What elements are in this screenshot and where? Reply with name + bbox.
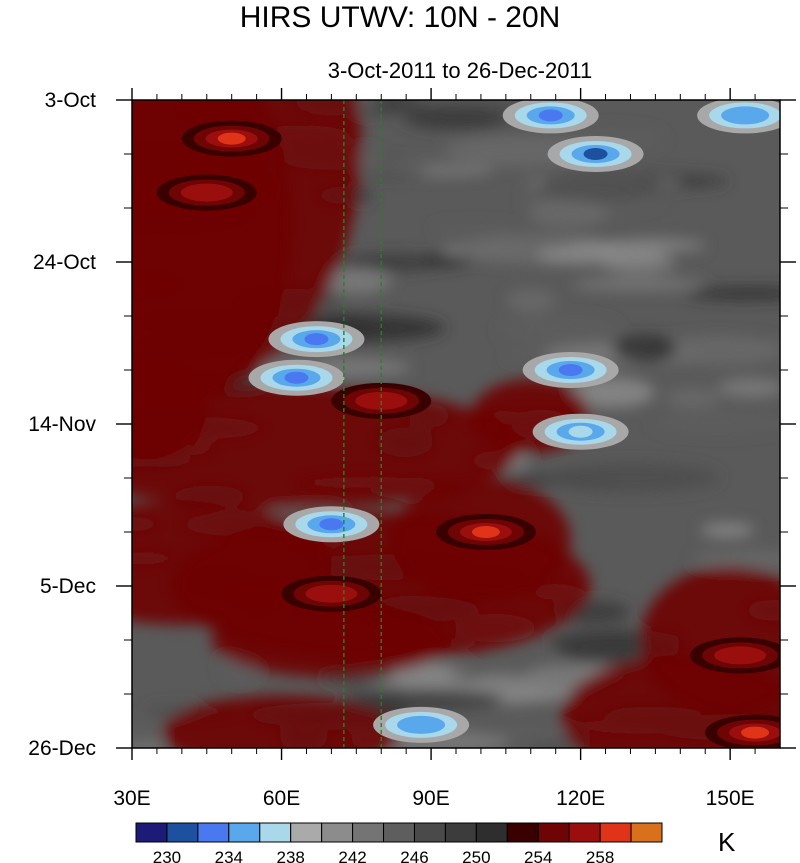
feature-core [217, 132, 246, 145]
field-band [132, 722, 163, 747]
feature-core [367, 394, 396, 407]
feature-core [317, 587, 346, 600]
field-band [651, 413, 780, 434]
field-band [343, 689, 505, 709]
field-band [403, 107, 506, 130]
colorbar-label: 238 [277, 848, 305, 863]
field-band [498, 316, 619, 344]
field-band [528, 199, 610, 228]
y-tick-label: 5-Dec [40, 575, 96, 598]
field-band [539, 171, 663, 203]
x-tick-label: 90E [412, 787, 449, 810]
field-band [650, 335, 780, 365]
colorbar-cell [228, 822, 261, 843]
colorbar-cell [383, 822, 415, 843]
feature-core [558, 364, 583, 376]
field-band [543, 462, 720, 493]
y-tick-label: 14-Nov [28, 413, 96, 436]
field-band-warm [132, 385, 521, 509]
field-band [420, 254, 470, 268]
field-band [700, 522, 755, 538]
field-band [718, 378, 780, 398]
feature-core [471, 526, 500, 538]
colorbar-label: 258 [586, 848, 614, 863]
feature-core [583, 148, 608, 160]
field-band [474, 672, 527, 687]
chart-subtitle: 3-Oct-2011 to 26-Dec-2011 [327, 58, 593, 83]
field-band [535, 246, 665, 265]
colorbar-label: 250 [462, 848, 490, 863]
colorbar-cell [506, 822, 539, 843]
colorbar-label: 254 [524, 848, 552, 863]
feature-core [568, 425, 593, 438]
colorbar-cell [413, 822, 446, 843]
x-tick-label: 150E [706, 787, 755, 810]
contour-field [132, 100, 780, 748]
feature-core [409, 718, 434, 731]
field-band-warm [211, 602, 452, 678]
colorbar-label: 230 [153, 848, 181, 863]
chart-title: HIRS UTWV: 10N - 20N [239, 1, 561, 34]
colorbar-cell [475, 822, 508, 843]
field-band [498, 726, 573, 742]
field-band [319, 267, 392, 294]
colorbar-cell [352, 822, 385, 843]
y-tick-label: 24-Oct [33, 251, 96, 274]
colorbar-cell [444, 822, 477, 843]
colorbar-cell [568, 822, 601, 843]
x-tick-label: 60E [263, 787, 300, 810]
colorbar-label: 234 [215, 848, 243, 863]
field-band [685, 287, 780, 301]
field-band [431, 224, 516, 235]
colorbar-label: 246 [400, 848, 428, 863]
colorbar-cell [599, 822, 632, 843]
field-band-warm [132, 100, 292, 409]
colorbar-cell [259, 822, 292, 843]
colorbar-cell [537, 822, 570, 843]
field-band [612, 334, 677, 363]
feature-core [304, 333, 329, 346]
feature-core [284, 371, 309, 384]
field-band [506, 288, 556, 313]
feature-core [192, 186, 221, 199]
field-band [692, 550, 780, 569]
feature-core [741, 726, 770, 739]
colorbar-label: 242 [338, 848, 366, 863]
colorbar-cell [321, 822, 354, 843]
field-band [572, 278, 705, 291]
colorbar-cell [197, 822, 230, 843]
colorbar-cell [290, 822, 323, 843]
colorbar-cell [630, 822, 663, 843]
x-tick-label: 30E [113, 787, 150, 810]
field-band [352, 161, 499, 173]
x-tick-label: 120E [556, 787, 605, 810]
colorbar-cell [135, 822, 168, 843]
feature-core [538, 109, 563, 122]
reference-lines [343, 100, 382, 748]
colorbar: 230 234 238 242 246 250 254 258 [135, 822, 663, 863]
colorbar-cell [166, 822, 199, 843]
field-band [665, 387, 721, 409]
feature-core [733, 109, 758, 122]
y-tick-label: 3-Oct [45, 89, 97, 112]
field-band-warm [161, 695, 402, 748]
y-tick-label: 26-Dec [28, 737, 96, 760]
colorbar-units: K [718, 827, 736, 857]
field-band [336, 253, 449, 272]
feature-core [726, 649, 755, 662]
axis-ticks: 30E 60E 90E 120E 150E 3-Oct 24-Oct 14-Nov 5-Dec 2… [28, 88, 796, 810]
feature-core [319, 518, 344, 531]
